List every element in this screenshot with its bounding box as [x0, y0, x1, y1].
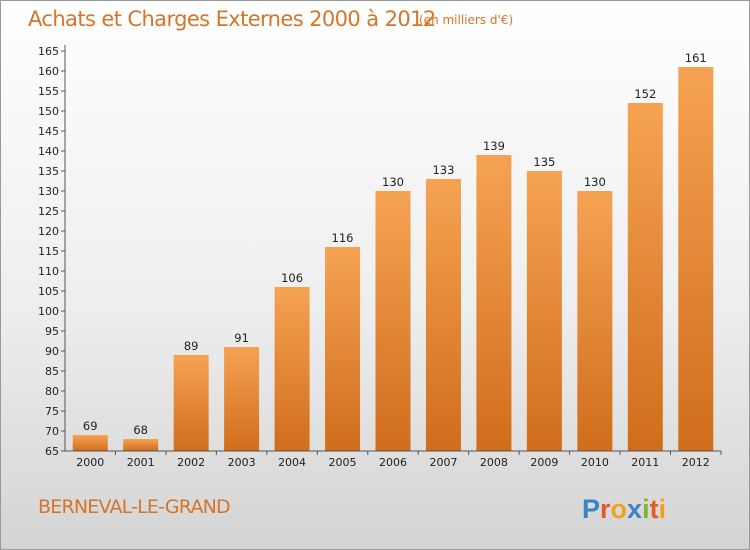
y-tick-label-120: 120 [38, 225, 59, 238]
axes-group: 2000 2001 2002 2003 2004 2005 2006 2007 2008 2009… [38, 45, 722, 469]
y-tick-label-165: 165 [38, 45, 59, 58]
y-tick-label-110: 110 [38, 265, 59, 278]
y-tick-label-160: 160 [38, 65, 59, 78]
data-label-2008: 139 [483, 139, 505, 153]
bar-2000 [72, 435, 108, 451]
bar-2003 [224, 347, 260, 451]
y-tick-label-115: 115 [38, 245, 59, 258]
bar-2009 [526, 171, 562, 451]
y-tick-label-95: 95 [45, 325, 59, 338]
y-tick-label-80: 80 [45, 385, 59, 398]
bar-2008 [476, 155, 512, 451]
x-tick-label-2009: 2009 [530, 456, 558, 469]
y-tick-label-100: 100 [38, 305, 59, 318]
chart-subtitle-unit: (en milliers d'€) [419, 13, 514, 27]
bar-2001 [123, 439, 159, 451]
x-tick-label-2005: 2005 [329, 456, 357, 469]
bar-2011 [627, 103, 663, 451]
y-tick-label-135: 135 [38, 165, 59, 178]
x-tick-label-2001: 2001 [127, 456, 155, 469]
bar-2005 [325, 247, 361, 451]
proxiti-logo: Proxiti [582, 494, 666, 524]
x-tick-label-2002: 2002 [177, 456, 205, 469]
y-tick-label-105: 105 [38, 285, 59, 298]
x-tick-label-2010: 2010 [581, 456, 609, 469]
x-tick-label-2008: 2008 [480, 456, 508, 469]
chart-title: Achats et Charges Externes 2000 à 2012 [28, 7, 436, 31]
x-tick-label-2003: 2003 [228, 456, 256, 469]
data-label-2007: 133 [432, 163, 454, 177]
bar-2010 [577, 191, 613, 451]
bars-group: 69 68 89 91 106 116 130 133 139 135 130 152 161 [72, 51, 714, 451]
y-tick-label-155: 155 [38, 85, 59, 98]
y-tick-label-140: 140 [38, 145, 59, 158]
bar-2012 [678, 67, 714, 451]
x-tick-label-2012: 2012 [682, 456, 710, 469]
x-tick-label-2007: 2007 [429, 456, 457, 469]
x-tick-label-2011: 2011 [631, 456, 659, 469]
data-label-2006: 130 [382, 175, 404, 189]
x-tick-label-2006: 2006 [379, 456, 407, 469]
data-label-2003: 91 [234, 331, 249, 345]
bar-2002 [173, 355, 209, 451]
data-label-2011: 152 [634, 87, 656, 101]
data-label-2009: 135 [533, 155, 555, 169]
data-label-2001: 68 [133, 423, 148, 437]
bar-2007 [425, 179, 461, 451]
bar-2004 [274, 287, 310, 451]
y-tick-label-85: 85 [45, 365, 59, 378]
data-label-2005: 116 [332, 231, 354, 245]
y-tick-label-150: 150 [38, 105, 59, 118]
y-tick-label-90: 90 [45, 345, 59, 358]
data-label-2012: 161 [685, 51, 707, 65]
data-label-2004: 106 [281, 271, 303, 285]
x-tick-label-2000: 2000 [76, 456, 104, 469]
y-tick-label-130: 130 [38, 185, 59, 198]
town-name: BERNEVAL-LE-GRAND [38, 496, 231, 518]
data-label-2002: 89 [184, 339, 199, 353]
y-tick-label-145: 145 [38, 125, 59, 138]
y-tick-label-70: 70 [45, 425, 59, 438]
data-label-2010: 130 [584, 175, 606, 189]
x-tick-label-2004: 2004 [278, 456, 306, 469]
svg-text:Proxiti: Proxiti [582, 494, 666, 524]
y-tick-label-75: 75 [45, 405, 59, 418]
bar-2006 [375, 191, 411, 451]
data-label-2000: 69 [83, 419, 98, 433]
y-tick-label-65: 65 [45, 445, 59, 458]
y-tick-label-125: 125 [38, 205, 59, 218]
